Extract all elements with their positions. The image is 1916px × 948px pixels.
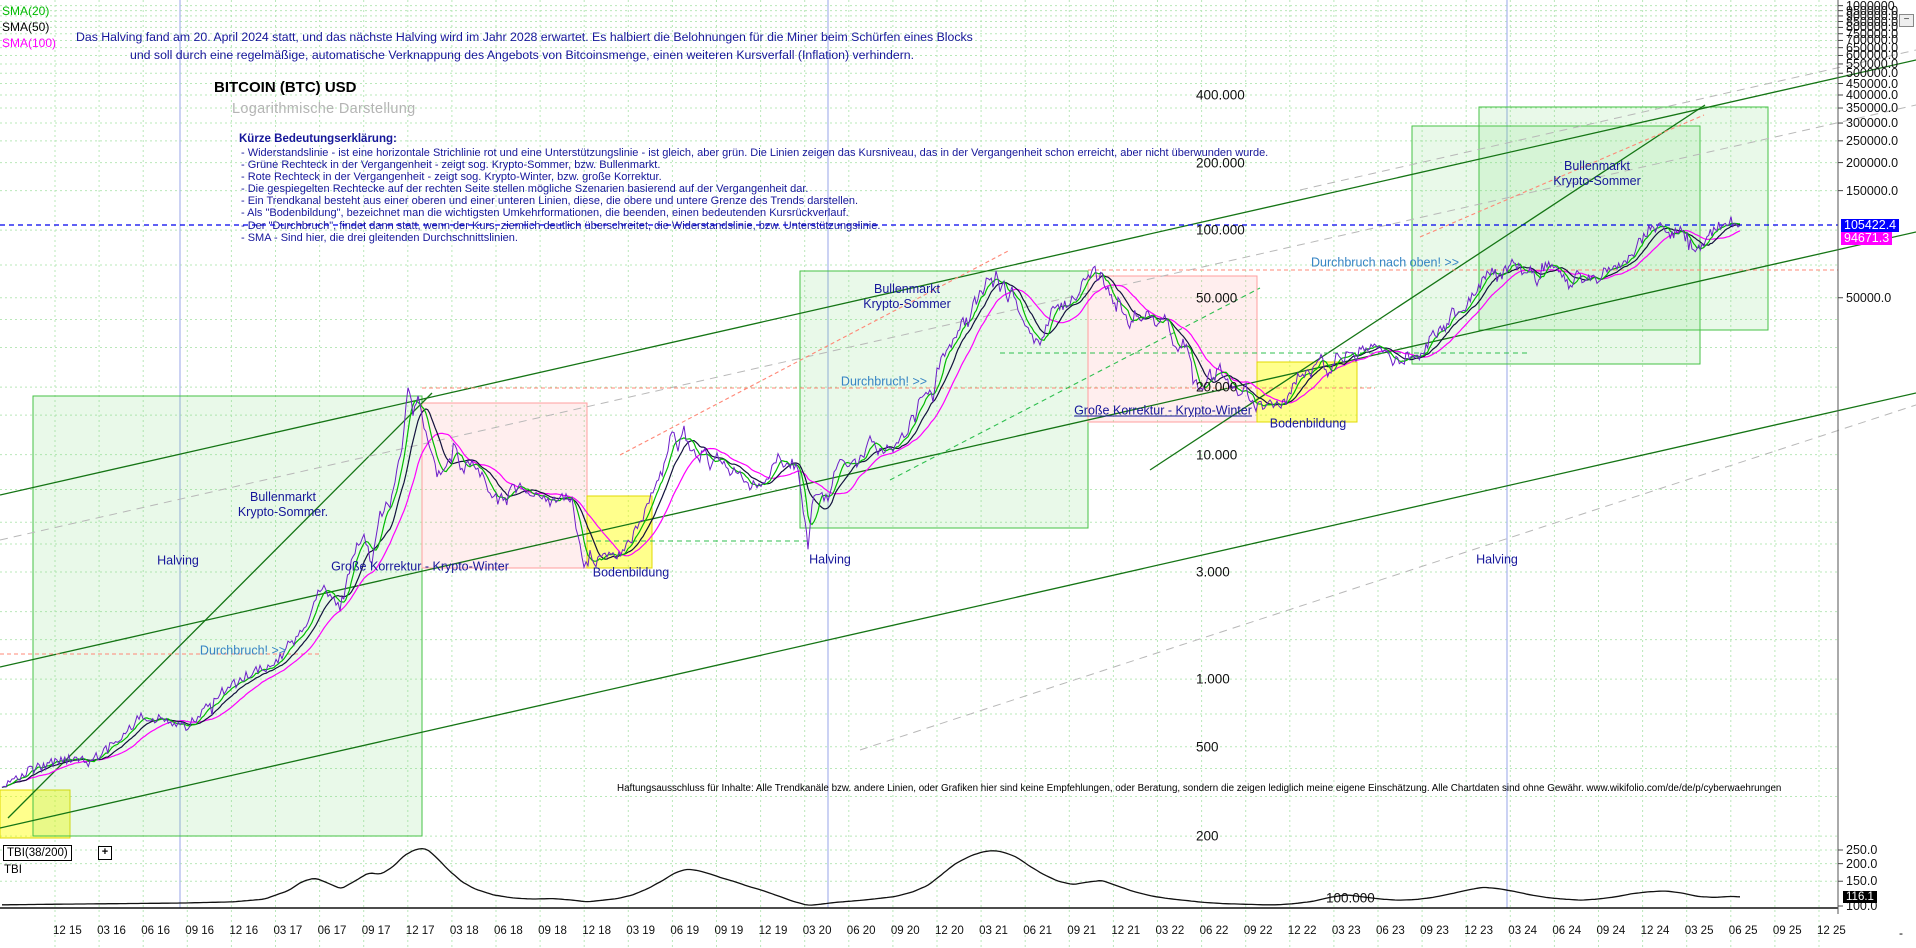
mirrored-channel-line — [1299, 49, 1916, 191]
trend-channel-line — [7, 392, 433, 819]
correction-box — [1087, 275, 1258, 423]
support-line — [889, 287, 1261, 481]
bull-market-box — [1478, 106, 1769, 331]
btc-price-line — [1, 216, 1741, 788]
trend-channel-line — [0, 231, 1916, 668]
resistance-line — [1419, 114, 1705, 238]
mirrored-channel-line — [859, 404, 1916, 751]
resistance-line — [619, 249, 1011, 456]
boxes-layer — [0, 106, 1769, 839]
sma100-line — [1, 229, 1741, 788]
trendlines-layer — [0, 49, 1916, 829]
trend-channel-line — [1149, 104, 1706, 471]
bull-market-box — [1411, 125, 1701, 365]
sma20-line — [1, 222, 1741, 788]
correction-box — [421, 402, 588, 569]
sma50-line — [1, 223, 1741, 788]
trend-channel-line — [0, 392, 1916, 829]
tbi-line — [2, 847, 1741, 906]
mirrored-channel-line — [0, 104, 1916, 541]
